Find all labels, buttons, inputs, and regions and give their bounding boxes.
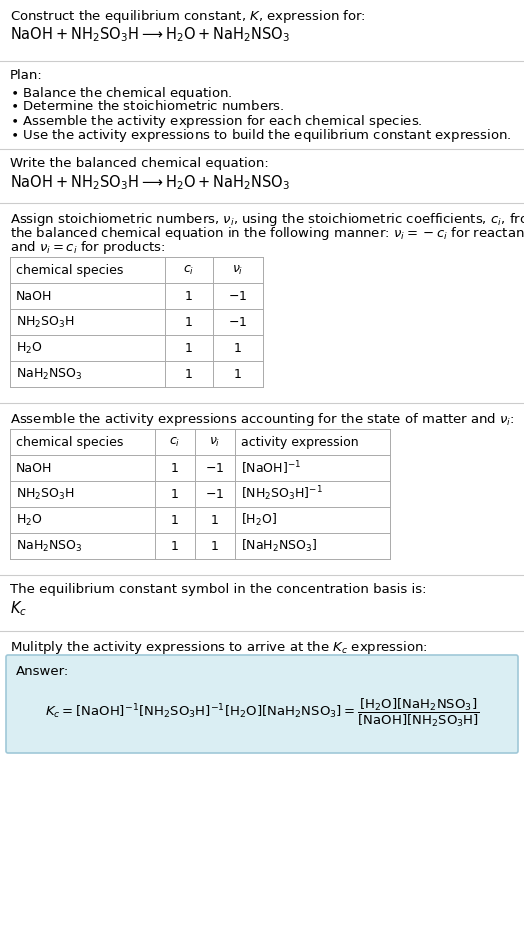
Text: chemical species: chemical species bbox=[16, 264, 123, 276]
Text: 1: 1 bbox=[171, 513, 179, 527]
Text: $\mathrm{NaOH + NH_2SO_3H} \longrightarrow \mathrm{H_2O + NaH_2NSO_3}$: $\mathrm{NaOH + NH_2SO_3H} \longrightarr… bbox=[10, 25, 290, 44]
Text: $\nu_i$: $\nu_i$ bbox=[209, 436, 221, 449]
Text: Assign stoichiometric numbers, $\nu_i$, using the stoichiometric coefficients, $: Assign stoichiometric numbers, $\nu_i$, … bbox=[10, 211, 524, 228]
Text: $\mathrm{NaOH + NH_2SO_3H} \longrightarrow \mathrm{H_2O + NaH_2NSO_3}$: $\mathrm{NaOH + NH_2SO_3H} \longrightarr… bbox=[10, 173, 290, 192]
Text: The equilibrium constant symbol in the concentration basis is:: The equilibrium constant symbol in the c… bbox=[10, 583, 427, 596]
Text: $[\mathrm{NaOH}]^{-1}$: $[\mathrm{NaOH}]^{-1}$ bbox=[241, 459, 301, 476]
Text: $\bullet$ Use the activity expressions to build the equilibrium constant express: $\bullet$ Use the activity expressions t… bbox=[10, 127, 511, 144]
Text: Answer:: Answer: bbox=[16, 665, 69, 678]
Text: $\bullet$ Balance the chemical equation.: $\bullet$ Balance the chemical equation. bbox=[10, 85, 233, 102]
Text: 1: 1 bbox=[171, 539, 179, 552]
Text: Plan:: Plan: bbox=[10, 69, 43, 82]
Text: $\mathrm{NH_2SO_3H}$: $\mathrm{NH_2SO_3H}$ bbox=[16, 487, 75, 502]
Text: $K_c$: $K_c$ bbox=[10, 599, 27, 618]
Text: 1: 1 bbox=[171, 488, 179, 500]
Text: Construct the equilibrium constant, $K$, expression for:: Construct the equilibrium constant, $K$,… bbox=[10, 8, 366, 25]
Text: $-1$: $-1$ bbox=[205, 461, 225, 474]
Text: 1: 1 bbox=[185, 315, 193, 328]
Text: $\mathrm{NaH_2NSO_3}$: $\mathrm{NaH_2NSO_3}$ bbox=[16, 538, 83, 553]
Text: $-1$: $-1$ bbox=[228, 315, 248, 328]
Text: NaOH: NaOH bbox=[16, 461, 52, 474]
Text: activity expression: activity expression bbox=[241, 436, 358, 449]
Text: 1: 1 bbox=[234, 342, 242, 355]
Text: 1: 1 bbox=[171, 461, 179, 474]
Text: 1: 1 bbox=[211, 539, 219, 552]
Text: and $\nu_i = c_i$ for products:: and $\nu_i = c_i$ for products: bbox=[10, 239, 166, 256]
Text: $\mathrm{H_2O}$: $\mathrm{H_2O}$ bbox=[16, 341, 42, 356]
Text: $-1$: $-1$ bbox=[205, 488, 225, 500]
Text: $[\mathrm{NaH_2NSO_3}]$: $[\mathrm{NaH_2NSO_3}]$ bbox=[241, 538, 318, 554]
Text: 1: 1 bbox=[185, 342, 193, 355]
Text: Mulitply the activity expressions to arrive at the $K_c$ expression:: Mulitply the activity expressions to arr… bbox=[10, 639, 428, 656]
Text: 1: 1 bbox=[185, 289, 193, 303]
Text: 1: 1 bbox=[234, 367, 242, 381]
Text: $\mathrm{H_2O}$: $\mathrm{H_2O}$ bbox=[16, 512, 42, 528]
Text: chemical species: chemical species bbox=[16, 436, 123, 449]
Text: Assemble the activity expressions accounting for the state of matter and $\nu_i$: Assemble the activity expressions accoun… bbox=[10, 411, 515, 428]
Text: 1: 1 bbox=[211, 513, 219, 527]
Text: $c_i$: $c_i$ bbox=[183, 264, 194, 276]
Text: the balanced chemical equation in the following manner: $\nu_i = -c_i$ for react: the balanced chemical equation in the fo… bbox=[10, 225, 524, 242]
Text: $\bullet$ Assemble the activity expression for each chemical species.: $\bullet$ Assemble the activity expressi… bbox=[10, 113, 423, 130]
Text: $-1$: $-1$ bbox=[228, 289, 248, 303]
FancyBboxPatch shape bbox=[6, 655, 518, 753]
Text: $\mathrm{NH_2SO_3H}$: $\mathrm{NH_2SO_3H}$ bbox=[16, 314, 75, 329]
Text: $[\mathrm{NH_2SO_3H}]^{-1}$: $[\mathrm{NH_2SO_3H}]^{-1}$ bbox=[241, 485, 323, 503]
Text: $K_c = [\mathrm{NaOH}]^{-1} [\mathrm{NH_2SO_3H}]^{-1} [\mathrm{H_2O}][\mathrm{Na: $K_c = [\mathrm{NaOH}]^{-1} [\mathrm{NH_… bbox=[45, 697, 479, 729]
Text: Write the balanced chemical equation:: Write the balanced chemical equation: bbox=[10, 157, 269, 170]
Text: $[\mathrm{H_2O}]$: $[\mathrm{H_2O}]$ bbox=[241, 512, 277, 528]
Text: $\bullet$ Determine the stoichiometric numbers.: $\bullet$ Determine the stoichiometric n… bbox=[10, 99, 285, 113]
Text: $\nu_i$: $\nu_i$ bbox=[232, 264, 244, 276]
Text: $c_i$: $c_i$ bbox=[169, 436, 181, 449]
Text: NaOH: NaOH bbox=[16, 289, 52, 303]
Text: 1: 1 bbox=[185, 367, 193, 381]
Text: $\mathrm{NaH_2NSO_3}$: $\mathrm{NaH_2NSO_3}$ bbox=[16, 366, 83, 381]
